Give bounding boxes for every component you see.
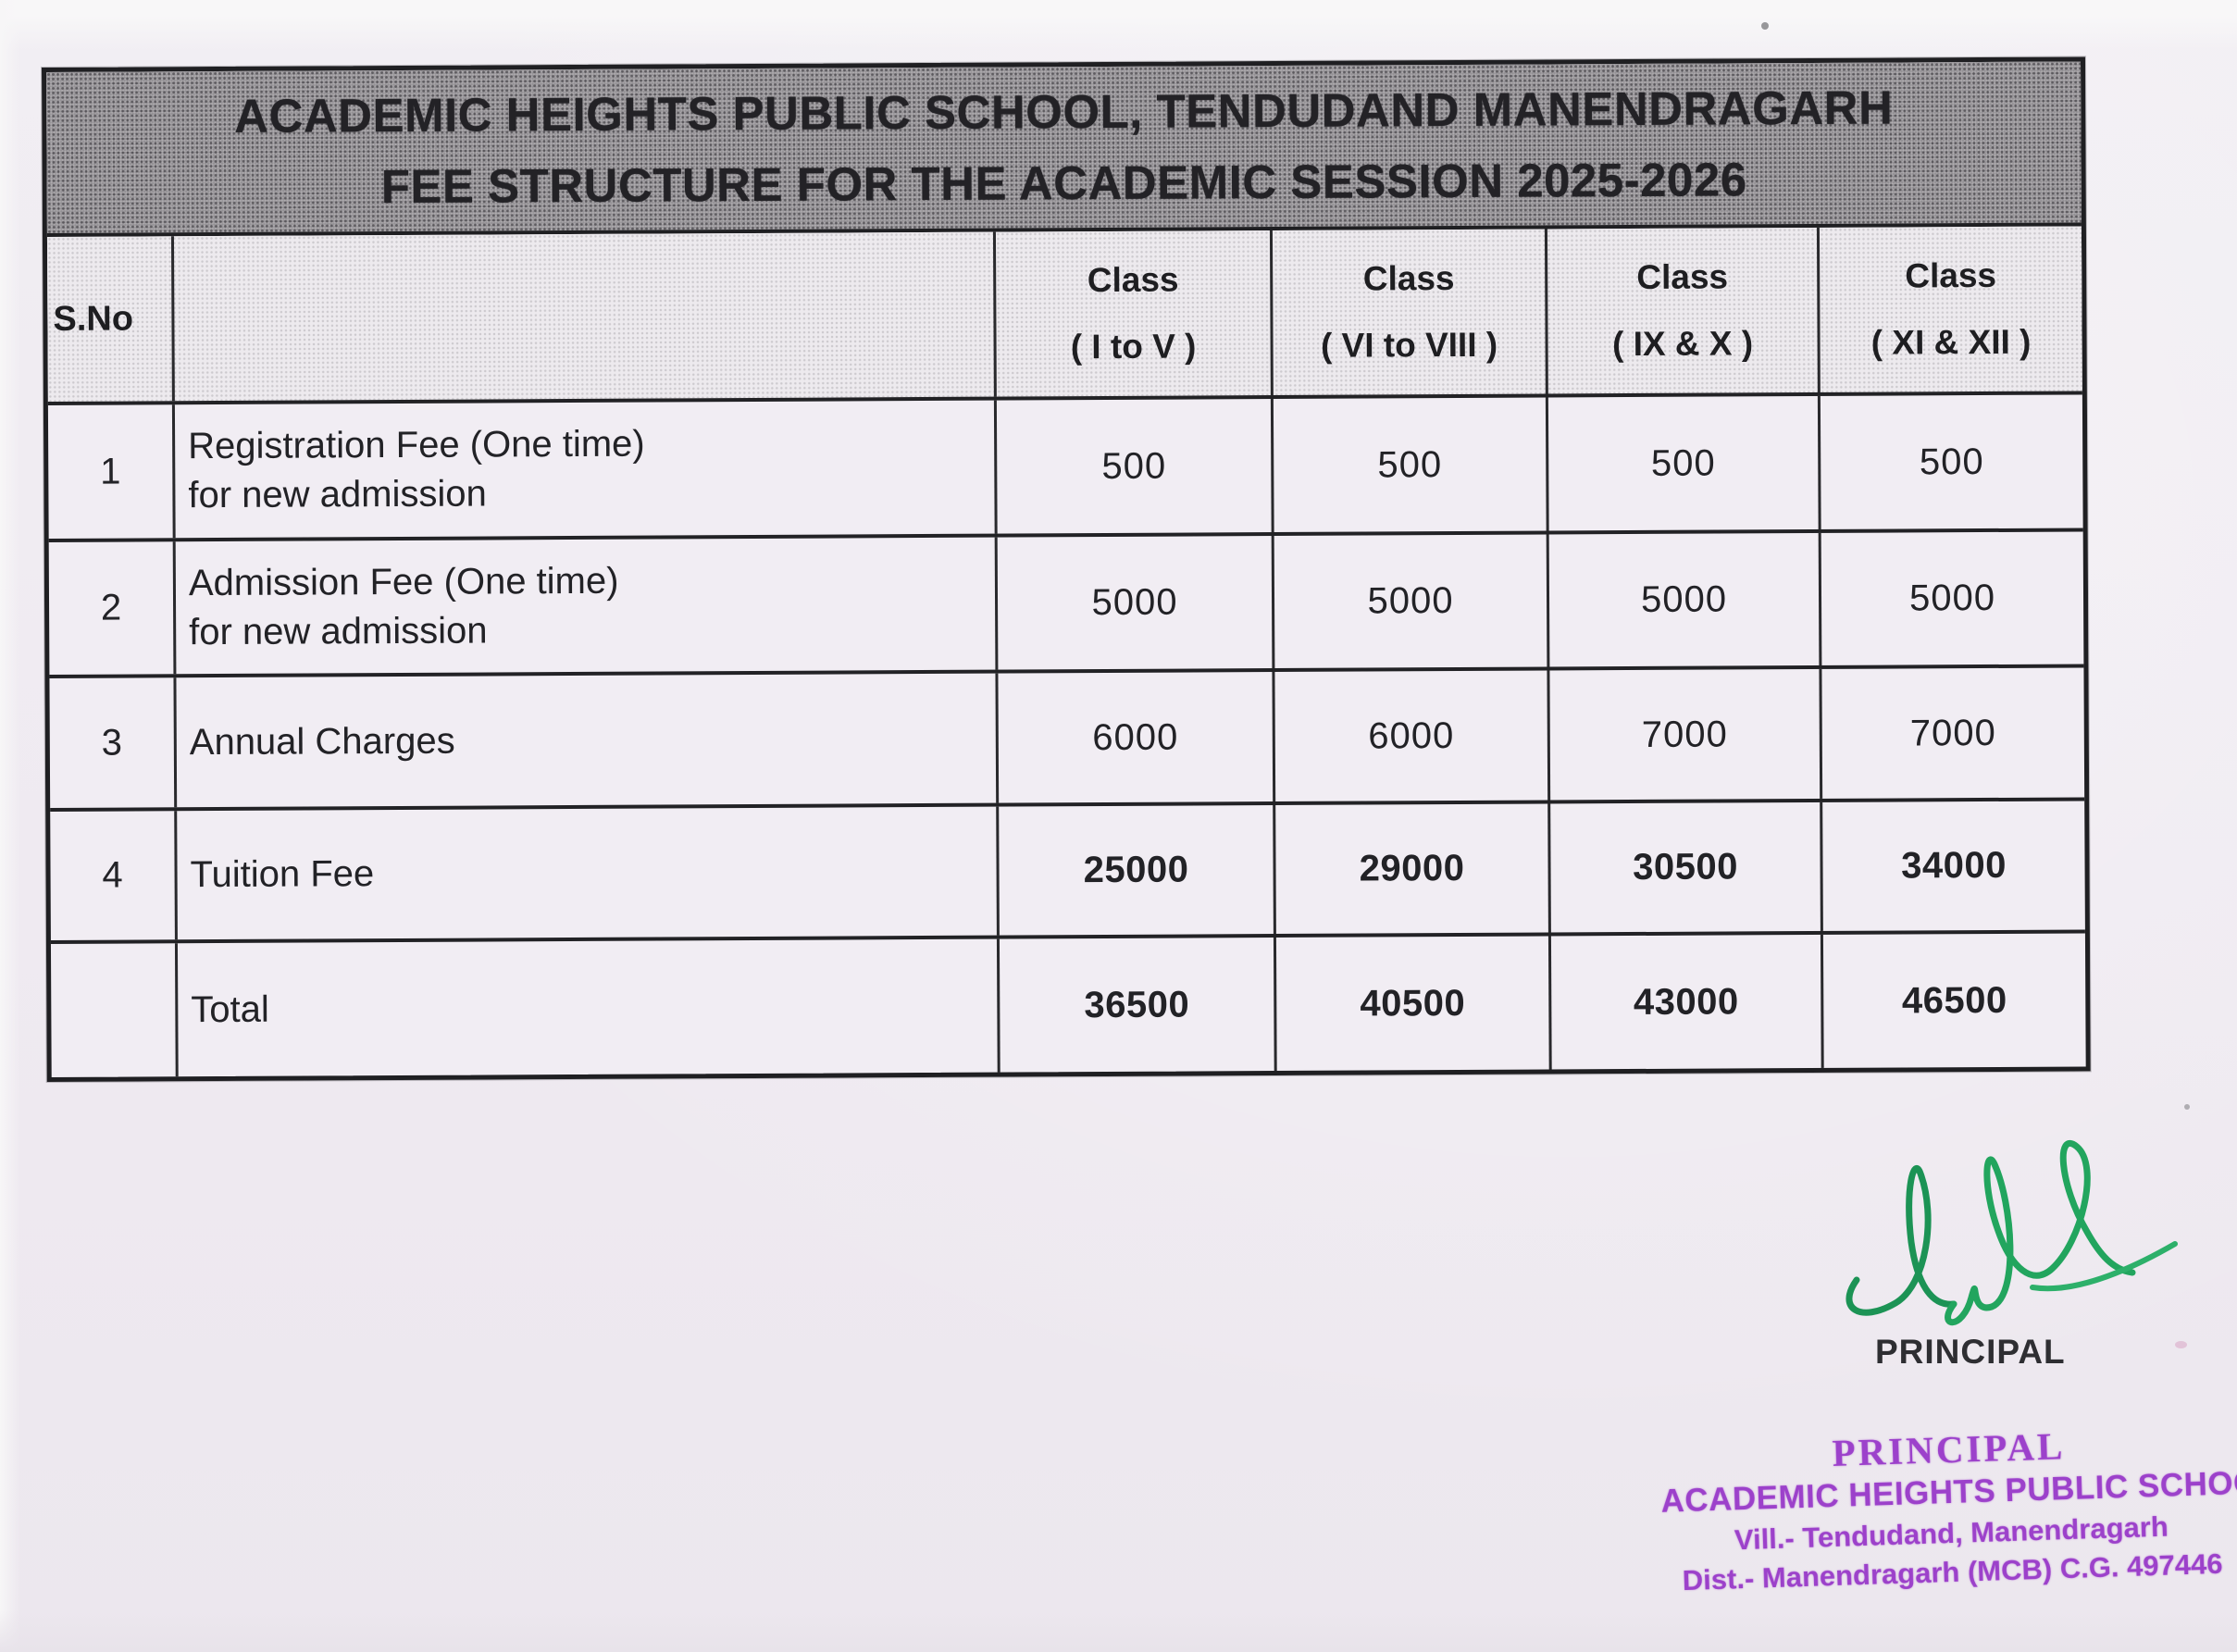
- column-header-class-9-10: Class ( IX & X ): [1547, 227, 1821, 394]
- signature-caption: PRINCIPAL: [1875, 1333, 2066, 1371]
- fee-structure-table: ACADEMIC HEIGHTS PUBLIC SCHOOL, TENDUDAN…: [42, 56, 2091, 1082]
- sno-cell: 2: [48, 541, 177, 675]
- class-label: Class: [1636, 257, 1729, 296]
- item-line-2: for new admission: [189, 609, 488, 652]
- scan-edge-left: [0, 0, 20, 1652]
- fee-value-cell: 5000: [1548, 532, 1822, 667]
- fee-row-annual-charges: 3 Annual Charges 6000 6000 7000 7000: [49, 664, 2085, 808]
- column-header-class-6-to-8: Class ( VI to VIII ): [1272, 229, 1548, 396]
- fee-row-registration: 1 Registration Fee (One time) for new ad…: [47, 391, 2083, 539]
- item-cell: Tuition Fee: [177, 806, 1000, 940]
- sno-cell: 3: [49, 677, 178, 808]
- item-cell: Registration Fee (One time) for new admi…: [174, 400, 998, 539]
- item-line-1: Admission Fee (One time): [188, 560, 619, 603]
- fee-value-cell: 6000: [1274, 670, 1551, 802]
- class-range: ( IX & X ): [1611, 324, 1754, 364]
- fee-value-cell: 36500: [999, 938, 1277, 1073]
- class-label: Class: [1905, 255, 1997, 295]
- class-label: Class: [1362, 259, 1455, 298]
- sno-cell: [50, 943, 179, 1077]
- fee-value-cell: 46500: [1901, 979, 2007, 1021]
- item-column-header: [173, 231, 997, 402]
- column-header-class-1-to-5: Class ( I to V ): [995, 230, 1274, 397]
- scan-speck: [1761, 22, 1769, 30]
- principal-signature: [1821, 1127, 2192, 1345]
- table-header-row: S.No Class ( I to V ) Class ( VI to VIII…: [46, 226, 2082, 402]
- item-cell: Annual Charges: [176, 673, 1000, 808]
- item-line-1: Tuition Fee: [190, 853, 375, 896]
- fee-value-cell: 7000: [1909, 712, 1996, 753]
- fee-value-cell: 29000: [1275, 803, 1551, 935]
- sno-column-header: S.No: [46, 236, 175, 402]
- fee-row-tuition: 4 Tuition Fee 25000 29000 30500 34000: [50, 797, 2085, 940]
- fee-value-cell: 43000: [1550, 934, 1824, 1070]
- scan-speck: [2184, 1104, 2190, 1110]
- school-rubber-stamp: PRINCIPAL ACADEMIC HEIGHTS PUBLIC SCHOOL…: [1659, 1418, 2237, 1601]
- item-cell: Admission Fee (One time) for new admissi…: [175, 537, 999, 675]
- item-line-2: for new admission: [188, 473, 487, 516]
- item-line-1: Registration Fee (One time): [188, 423, 645, 467]
- fee-value-cell: 500: [1273, 397, 1549, 533]
- fee-value-cell: 25000: [999, 805, 1276, 936]
- scan-speck: [2175, 1341, 2187, 1348]
- fee-value-cell: 5000: [1908, 577, 1996, 619]
- class-range: ( XI & XII ): [1870, 322, 2032, 362]
- document-title-band: ACADEMIC HEIGHTS PUBLIC SCHOOL, TENDUDAN…: [46, 61, 2082, 237]
- fee-value-cell: 6000: [998, 672, 1276, 803]
- fee-value-cell: 500: [1919, 441, 1984, 482]
- sno-cell: 4: [50, 811, 178, 940]
- fee-value-cell: 5000: [997, 536, 1275, 670]
- fee-value-cell: 30500: [1550, 801, 1823, 933]
- class-label: Class: [1087, 260, 1179, 300]
- fee-value-cell: 500: [996, 399, 1274, 534]
- scan-edge-bottom: [0, 1610, 2237, 1652]
- column-header-class-11-12: Class ( XI & XII ): [1820, 226, 2082, 391]
- fee-row-total: Total 36500 40500 43000 46500: [50, 929, 2086, 1077]
- fee-value-cell: 7000: [1549, 668, 1823, 801]
- item-line-1: Annual Charges: [189, 720, 455, 763]
- school-name-title: ACADEMIC HEIGHTS PUBLIC SCHOOL, TENDUDAN…: [234, 81, 1894, 143]
- fee-value-cell: 34000: [1901, 844, 2007, 887]
- signature-ink-icon: [1846, 1140, 2178, 1326]
- scan-edge-top: [0, 0, 2237, 51]
- sno-cell: 1: [47, 404, 176, 539]
- item-line-1: Total: [191, 988, 269, 1030]
- fee-value-cell: 40500: [1275, 936, 1552, 1072]
- class-range: ( I to V ): [1070, 327, 1197, 366]
- item-cell: Total: [177, 938, 1000, 1077]
- fee-structure-subtitle: FEE STRUCTURE FOR THE ACADEMIC SESSION 2…: [380, 153, 1747, 214]
- fee-value-cell: 500: [1547, 395, 1821, 531]
- fee-value-cell: 5000: [1274, 534, 1550, 669]
- fee-row-admission: 2 Admission Fee (One time) for new admis…: [48, 528, 2084, 675]
- class-range: ( VI to VIII ): [1320, 325, 1498, 365]
